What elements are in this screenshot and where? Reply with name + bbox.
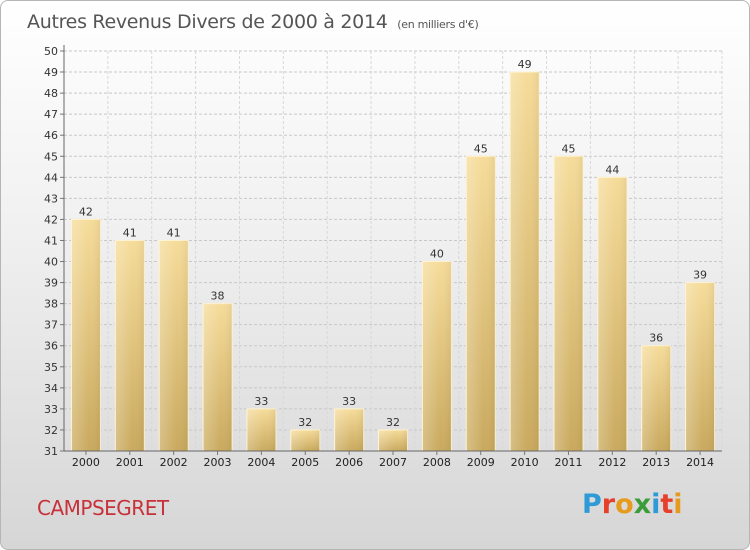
x-tick-label: 2006: [335, 456, 363, 469]
y-tick-label: 48: [44, 87, 58, 100]
x-tick-label: 2013: [642, 456, 670, 469]
x-tick-label: 2009: [467, 456, 495, 469]
y-tick-label: 50: [44, 45, 58, 58]
y-tick-label: 33: [44, 403, 58, 416]
bar-value-label: 32: [298, 416, 312, 429]
bar-value-label: 33: [254, 395, 268, 408]
bar-value-label: 39: [693, 269, 707, 282]
bar-value-label: 44: [605, 163, 619, 176]
bar-highlight: [510, 72, 540, 451]
bar-highlight: [71, 219, 101, 451]
bar-value-label: 41: [167, 226, 181, 239]
bar-value-label: 32: [386, 416, 400, 429]
x-tick-label: 2012: [598, 456, 626, 469]
bar-value-label: 49: [518, 58, 532, 71]
bar-value-label: 33: [342, 395, 356, 408]
bar-highlight: [246, 408, 276, 451]
y-tick-label: 47: [44, 108, 58, 121]
x-tick-label: 2007: [379, 456, 407, 469]
y-tick-label: 31: [44, 445, 58, 458]
bar-highlight: [115, 240, 145, 451]
bar-value-label: 45: [561, 142, 575, 155]
proxiti-logo: Proxiti: [582, 489, 683, 520]
bar-highlight: [378, 429, 408, 451]
y-tick-label: 36: [44, 340, 58, 353]
bar-value-label: 41: [123, 226, 137, 239]
y-tick-label: 34: [44, 382, 58, 395]
bar-highlight: [641, 345, 671, 451]
bar-value-label: 38: [211, 290, 225, 303]
y-tick-label: 38: [44, 298, 58, 311]
chart-subtitle: (en milliers d'€): [397, 18, 479, 31]
y-tick-label: 49: [44, 66, 58, 79]
y-tick-label: 45: [44, 150, 58, 163]
logo-letter: P: [582, 489, 602, 520]
bar-highlight: [334, 408, 364, 451]
y-tick-label: 41: [44, 234, 58, 247]
x-tick-label: 2011: [554, 456, 582, 469]
x-tick-label: 2002: [160, 456, 188, 469]
x-tick-label: 2003: [204, 456, 232, 469]
y-tick-label: 35: [44, 361, 58, 374]
bar-highlight: [685, 282, 715, 451]
logo-letter: x: [633, 489, 652, 520]
bar-highlight: [466, 156, 496, 451]
chart-title-text: Autres Revenus Divers de 2000 à 2014: [27, 11, 388, 33]
bars: 42 41 41 38 33 32 33 32 40 45 49 45 44 36 39: [70, 58, 716, 452]
commune-name: CAMPSEGRET: [37, 496, 169, 520]
x-tick-label: 2000: [72, 456, 100, 469]
gridlines: [63, 50, 723, 452]
x-tick-label: 2001: [116, 456, 144, 469]
y-tick-label: 32: [44, 424, 58, 437]
bar-highlight: [553, 156, 583, 451]
y-tick-label: 43: [44, 192, 58, 205]
bar-highlight: [290, 429, 320, 451]
bar-highlight: [597, 177, 627, 451]
axes: 31 32 33 34 35 36 37 38 39 40 41 42 43 44 45 46 47 48 49 50…: [44, 45, 722, 469]
logo-letter: o: [615, 489, 634, 520]
y-tick-label: 40: [44, 256, 58, 269]
logo-letter: t: [660, 489, 674, 520]
bar-value-label: 42: [79, 205, 93, 218]
chart-title: Autres Revenus Divers de 2000 à 2014 (en…: [27, 11, 479, 33]
logo-letter: i: [651, 489, 661, 520]
bar-value-label: 40: [430, 248, 444, 261]
y-tick-label: 39: [44, 277, 58, 290]
bar-value-label: 36: [649, 332, 663, 345]
bar-value-label: 45: [474, 142, 488, 155]
x-tick-label: 2010: [511, 456, 539, 469]
bar-highlight: [422, 261, 452, 451]
logo-letter: r: [601, 489, 616, 520]
logo-letter: i: [673, 489, 683, 520]
y-tick-label: 37: [44, 319, 58, 332]
bar-highlight: [159, 240, 189, 451]
y-tick-label: 44: [44, 171, 58, 184]
x-tick-label: 2005: [291, 456, 319, 469]
bar-highlight: [203, 303, 233, 451]
y-tick-label: 46: [44, 129, 58, 142]
x-tick-label: 2014: [686, 456, 714, 469]
x-tick-label: 2004: [247, 456, 275, 469]
x-tick-label: 2008: [423, 456, 451, 469]
y-tick-label: 42: [44, 213, 58, 226]
